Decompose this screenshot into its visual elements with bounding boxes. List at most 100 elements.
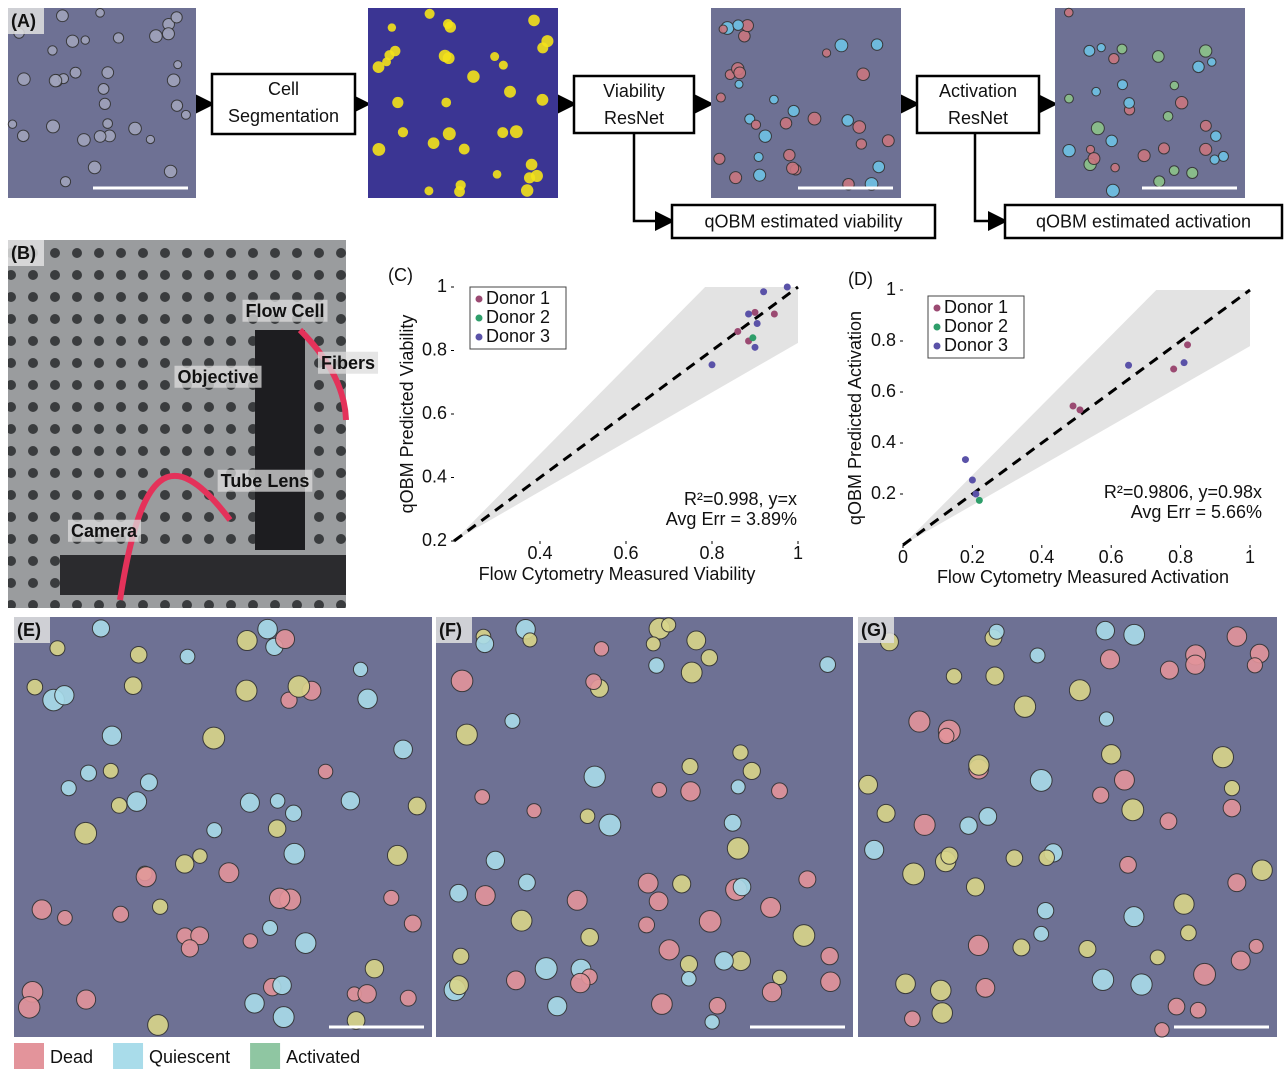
cell [1084, 45, 1095, 56]
cell [1114, 770, 1134, 790]
cell [103, 763, 118, 778]
cell [788, 105, 799, 116]
cell [638, 873, 658, 893]
cell [673, 875, 691, 893]
cell [237, 630, 257, 650]
cell [1092, 87, 1101, 96]
annotation: Avg Err = 3.89% [666, 509, 797, 529]
cell [772, 783, 788, 799]
data-point [976, 497, 983, 504]
data-point [752, 309, 759, 316]
cell [966, 878, 984, 896]
cell [113, 906, 129, 922]
cell [57, 10, 69, 22]
data-point [709, 361, 716, 368]
panel-label: (D) [848, 269, 873, 289]
cell [1093, 787, 1109, 803]
panel-label: (C) [388, 265, 413, 285]
cell [1030, 648, 1045, 663]
cell [1063, 144, 1075, 156]
cell [1039, 850, 1055, 866]
pipeline-step-label: ResNet [948, 108, 1008, 128]
cell [507, 971, 526, 990]
micrograph [1055, 8, 1245, 198]
cell [853, 121, 866, 134]
y-tick-label: 0.2 [871, 483, 896, 503]
cell [1231, 951, 1250, 970]
data-point [771, 310, 778, 317]
x-axis-title: Flow Cytometry Measured Activation [937, 567, 1229, 587]
cell [1064, 8, 1073, 17]
cell [580, 809, 595, 824]
cell [571, 973, 590, 992]
data-point [962, 456, 969, 463]
cell [586, 674, 602, 690]
cell [681, 662, 702, 683]
legend-label: Donor 1 [944, 297, 1008, 317]
cell [284, 843, 305, 864]
photo-label: Camera [71, 521, 138, 541]
cell [48, 46, 57, 55]
cell [1252, 860, 1272, 880]
photo-table [60, 555, 346, 595]
legend-marker [476, 315, 483, 322]
data-point [752, 344, 759, 351]
cell [493, 170, 502, 179]
cell [1088, 153, 1100, 165]
cell [594, 642, 608, 656]
cell [263, 921, 278, 936]
cell [1194, 963, 1216, 985]
cell [394, 740, 413, 759]
annotation: R²=0.998, y=x [684, 489, 797, 509]
cell [1034, 926, 1049, 941]
cell [1163, 111, 1173, 121]
cell [18, 73, 31, 86]
cell [536, 94, 548, 106]
micrograph [8, 8, 196, 198]
cell [1218, 151, 1228, 161]
panel-label: (A) [11, 11, 36, 31]
cell [388, 23, 396, 31]
cell [1210, 155, 1219, 164]
cell [58, 911, 73, 926]
cell [372, 143, 385, 156]
cell [1212, 747, 1233, 768]
photo-label: Flow Cell [245, 301, 324, 321]
cell [793, 925, 815, 947]
cell [441, 98, 451, 108]
cell [1200, 143, 1212, 155]
cell [18, 130, 29, 141]
cell [681, 782, 700, 801]
cell [1117, 44, 1127, 54]
legend-label: Donor 2 [486, 307, 550, 327]
cell [475, 886, 495, 906]
cell [55, 686, 74, 705]
x-tick-label: 1 [1245, 547, 1255, 567]
cell [989, 624, 1004, 639]
cell [443, 127, 456, 140]
cell [1160, 813, 1177, 830]
cell [960, 817, 977, 834]
data-point [754, 320, 761, 327]
cell [724, 814, 741, 831]
cell [1092, 969, 1113, 990]
cell [451, 670, 473, 692]
photo-label: Fibers [321, 353, 375, 373]
y-tick-label: 0.8 [871, 330, 896, 350]
x-tick-label: 0.6 [1099, 547, 1124, 567]
cell [821, 972, 841, 992]
cell [1155, 1023, 1169, 1037]
data-point [745, 310, 752, 317]
legend-marker [934, 343, 941, 350]
cell [66, 35, 78, 47]
cell [61, 781, 76, 796]
cell [1138, 150, 1150, 162]
cell [174, 61, 182, 69]
y-tick-label: 1 [437, 276, 447, 296]
cell [443, 19, 453, 29]
panel-label: (G) [861, 620, 887, 640]
cell [295, 933, 316, 954]
photo-label: Tube Lens [221, 471, 310, 491]
cell [820, 657, 836, 673]
legend-label: Donor 2 [944, 316, 1008, 336]
